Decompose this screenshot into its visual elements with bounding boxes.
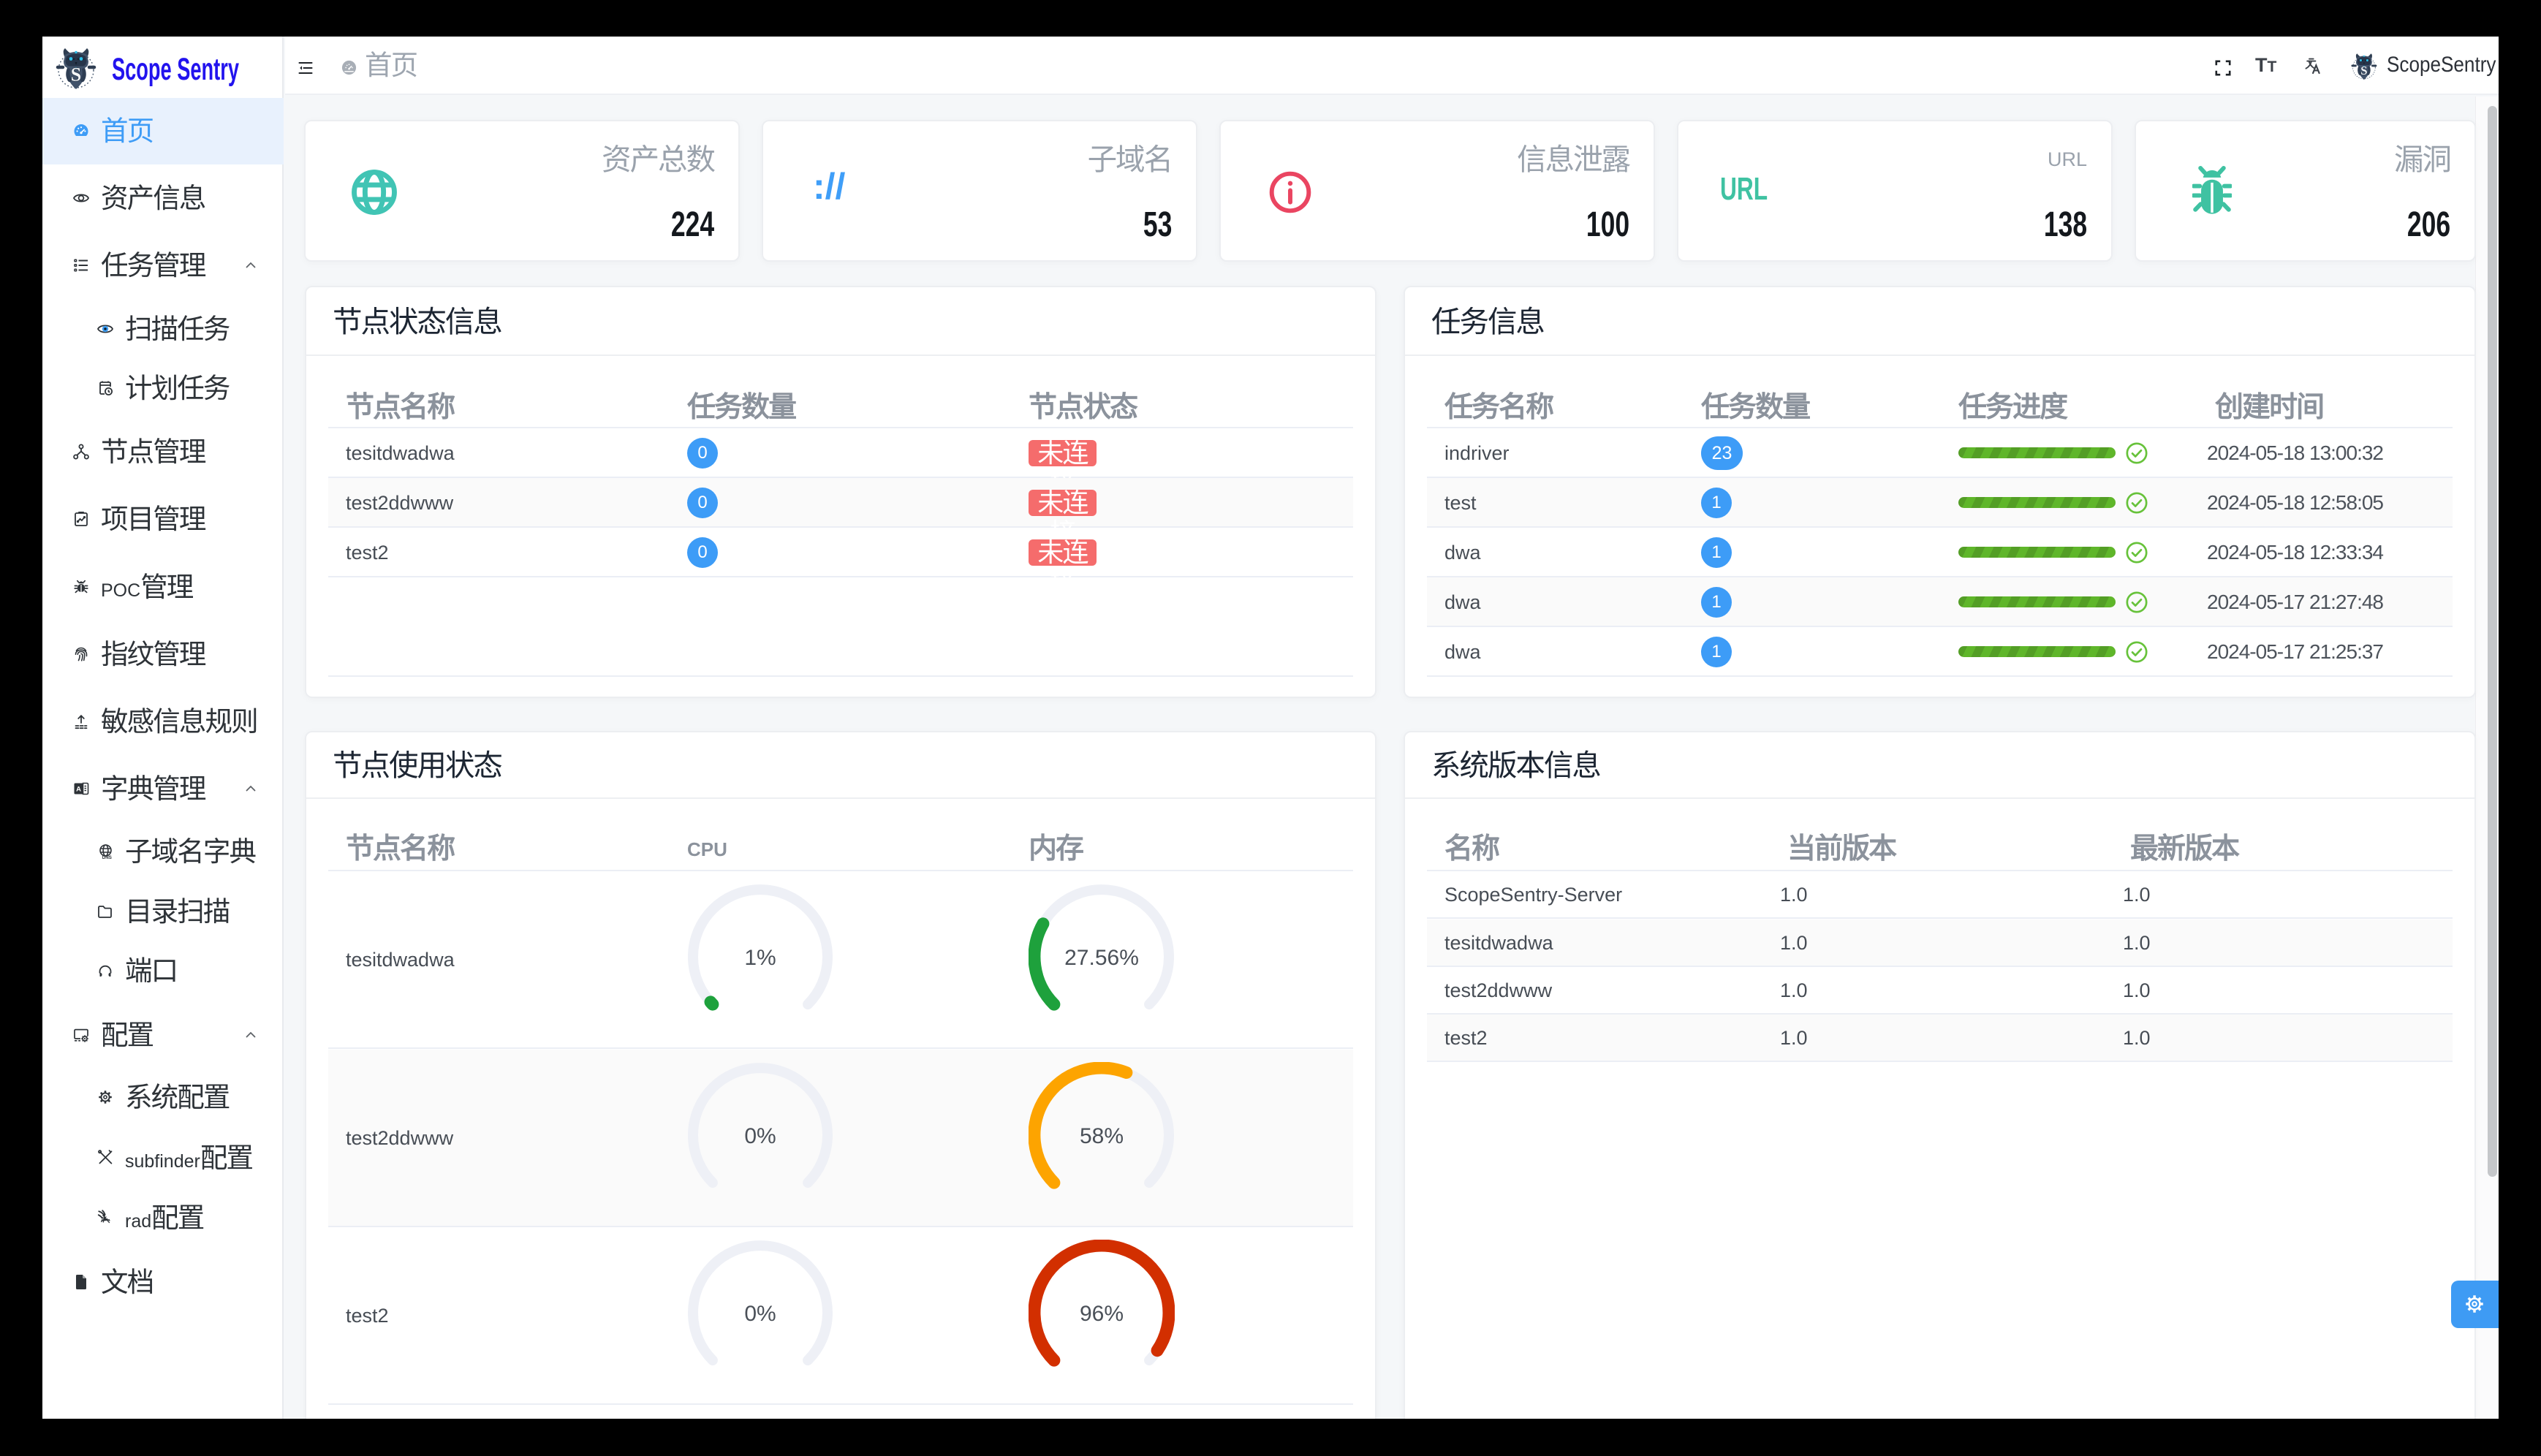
svg-text:A: A	[76, 786, 81, 794]
svg-text:S: S	[71, 64, 81, 86]
svg-text:DNS: DNS	[102, 855, 112, 860]
svg-text:S: S	[2360, 64, 2367, 77]
